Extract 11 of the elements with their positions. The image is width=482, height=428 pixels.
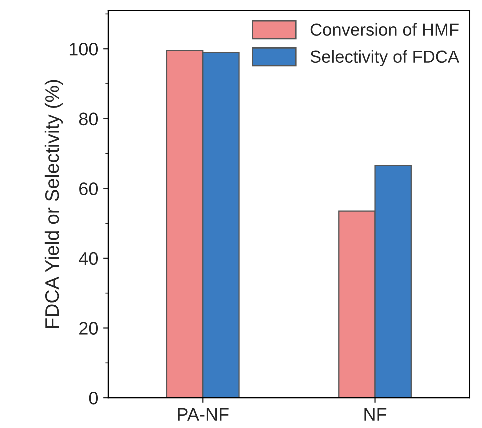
y-axis-title: FDCA Yield or Selectivity (%) (44, 80, 64, 328)
x-tick-label: PA-NF (178, 408, 229, 421)
legend-label: Selectivity of FDCA (310, 50, 460, 67)
y-tick-label: 40 (79, 252, 98, 266)
y-tick-label: 20 (80, 322, 98, 335)
legend-label: Conversion of HMF (310, 23, 459, 36)
x-tick-label: NF (364, 408, 387, 421)
y-tick-label: 80 (79, 112, 98, 126)
y-tick-label: 0 (89, 392, 98, 405)
y-tick-label: 60 (80, 182, 98, 196)
y-tick-label: 100 (70, 43, 98, 56)
